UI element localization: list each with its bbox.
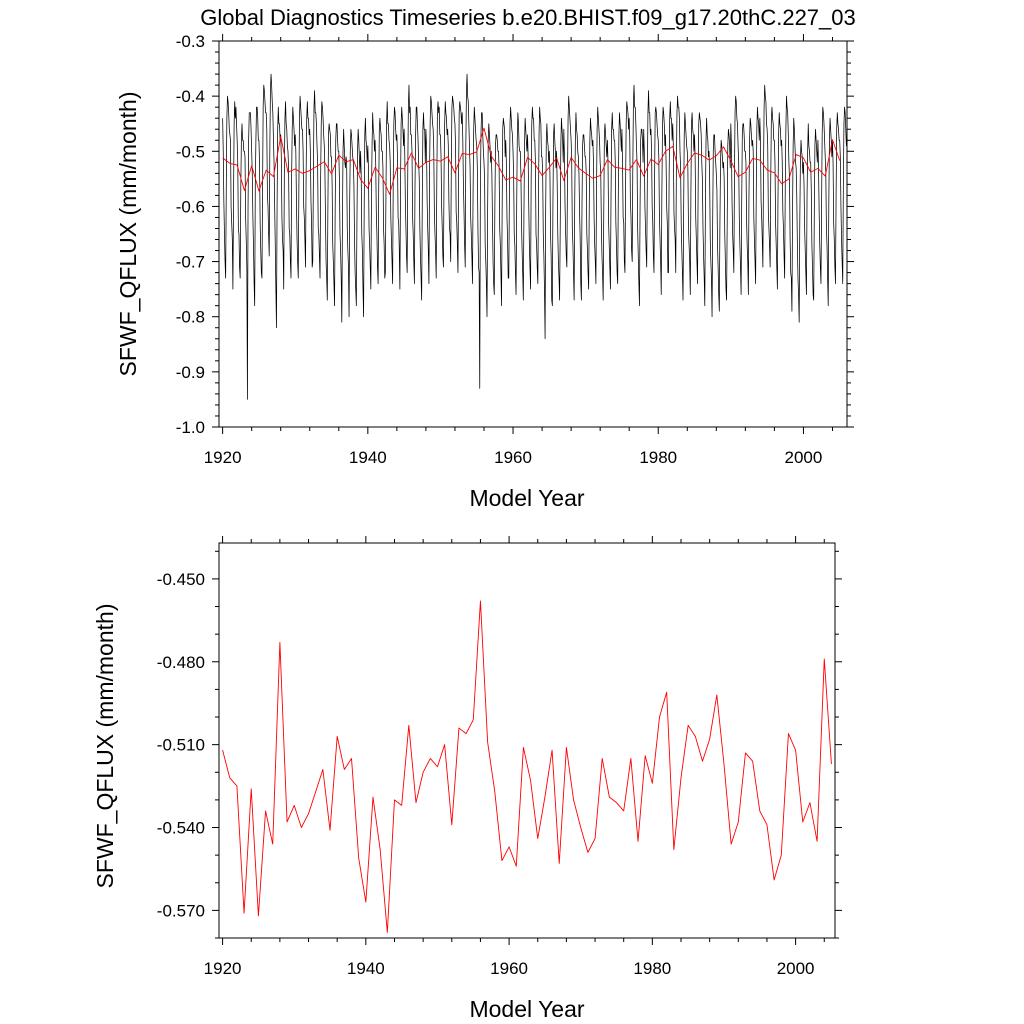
chart-title: Global Diagnostics Timeseries b.e20.BHIS… <box>200 5 856 30</box>
top-panel-series-annual-mean <box>222 127 841 195</box>
bottom-panel-y-tick-label: -0.540 <box>157 819 205 838</box>
top-panel-y-tick-label: -0.4 <box>176 87 205 106</box>
top-panel-y-tick-label: -1.0 <box>176 418 205 437</box>
top-panel-x-tick-label: 1920 <box>204 448 242 467</box>
bottom-panel-y-tick-label: -0.510 <box>157 736 205 755</box>
top-panel-y-tick-label: -0.8 <box>176 308 205 327</box>
top-panel-x-tick-label: 2000 <box>785 448 823 467</box>
bottom-panel-x-tick-labels: 1920 1940 1960 1980 2000 <box>204 959 815 978</box>
top-panel: -1.0 -0.9 -0.8 -0.7 -0.6 -0.5 -0.4 -0.3 1920 194… <box>115 32 854 511</box>
bottom-panel-x-tick-label: 1960 <box>490 959 528 978</box>
bottom-panel-y-axis-label: SFWF_QFLUX (mm/month) <box>92 604 118 889</box>
top-panel-y-tick-label: -0.5 <box>176 142 205 161</box>
top-panel-ticks <box>212 34 854 434</box>
top-panel-y-tick-label: -0.3 <box>176 32 205 51</box>
bottom-panel: -0.570-0.540-0.510-0.480-0.450 1920 1940 1… <box>92 536 842 1022</box>
top-panel-y-tick-label: -0.7 <box>176 253 205 272</box>
top-panel-x-tick-labels: 1920 1940 1960 1980 2000 <box>204 448 823 467</box>
bottom-panel-y-tick-labels: -0.570 -0.540 -0.510 -0.480 -0.450 <box>157 570 205 920</box>
top-panel-x-axis-label: Model Year <box>469 485 584 511</box>
top-panel-y-tick-label: -0.9 <box>176 363 205 382</box>
top-panel-y-tick-label: -0.6 <box>176 197 205 216</box>
bottom-panel-x-tick-label: 2000 <box>777 959 815 978</box>
bottom-panel-y-tick-label: -0.570 <box>157 901 205 920</box>
bottom-panel-frame <box>218 542 836 939</box>
top-panel-y-axis-label: SFWF_QFLUX (mm/month) <box>115 92 141 377</box>
bottom-panel-y-tick-label: -0.480 <box>157 653 205 672</box>
top-panel-frame <box>218 40 848 428</box>
top-panel-x-tick-label: 1940 <box>349 448 387 467</box>
bottom-panel-x-tick-label: 1920 <box>204 959 242 978</box>
top-panel-x-tick-label: 1980 <box>639 448 677 467</box>
top-panel-y-tick-labels: -1.0 -0.9 -0.8 -0.7 -0.6 -0.5 -0.4 -0.3 <box>176 32 205 437</box>
bottom-panel-ticks <box>212 536 842 945</box>
bottom-panel-x-tick-label: 1980 <box>633 959 671 978</box>
bottom-panel-series <box>222 600 832 933</box>
top-panel-x-tick-label: 1960 <box>494 448 532 467</box>
bottom-panel-series-annual-mean <box>222 600 832 933</box>
bottom-panel-y-tick-label: -0.450 <box>157 570 205 589</box>
top-panel-series <box>222 73 847 400</box>
bottom-panel-x-tick-label: 1940 <box>347 959 385 978</box>
bottom-panel-x-axis-label: Model Year <box>469 996 584 1022</box>
top-panel-series-monthly <box>222 73 847 400</box>
